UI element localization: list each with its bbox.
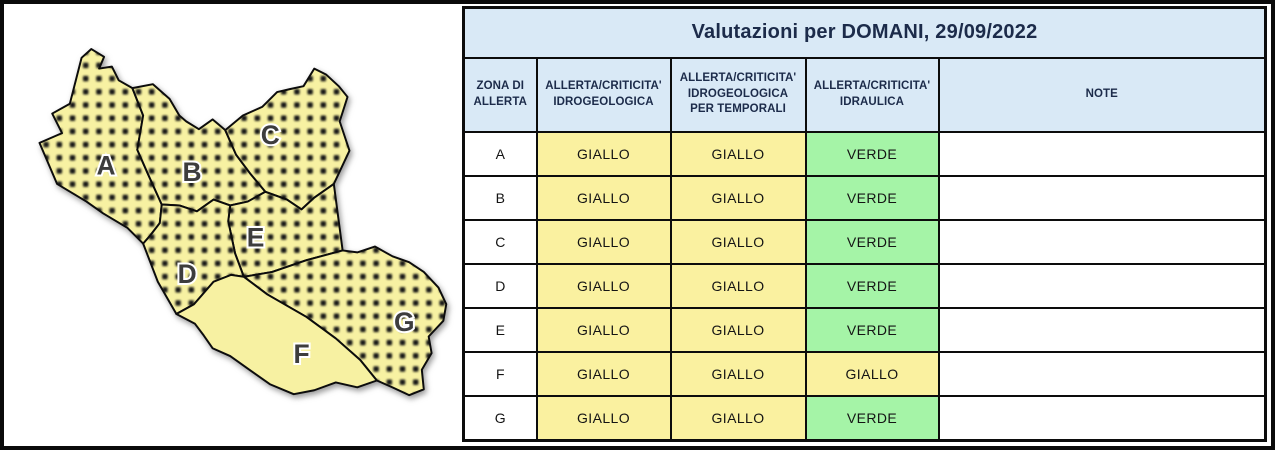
table-row: G GIALLO GIALLO VERDE [462,395,1267,442]
table-row: E GIALLO GIALLO VERDE [462,307,1267,354]
note-cell [937,218,1267,266]
note-cell [937,395,1267,442]
zone-cell: A [462,130,538,177]
alert-valutazioni-table: Valutazioni per DOMANI, 29/09/2022 ZONA … [462,6,1267,442]
lazio-alert-zones-map: A B C D E F G [12,6,464,446]
temporali-cell: GIALLO [669,218,807,266]
temporali-cell: GIALLO [669,174,807,221]
table-row: A GIALLO GIALLO VERDE [462,130,1267,177]
idraulica-cell: VERDE [804,174,940,221]
idraulica-cell: VERDE [804,263,940,310]
idrogeologica-cell: GIALLO [535,395,672,442]
idrogeologica-cell: GIALLO [535,351,672,398]
map-svg: A B C D E F G [38,48,448,397]
temporali-cell: GIALLO [669,307,807,354]
col-header-zona: ZONA DI ALLERTA [462,56,538,133]
zone-cell: E [462,307,538,354]
table-row: B GIALLO GIALLO VERDE [462,174,1267,221]
idrogeologica-cell: GIALLO [535,130,672,177]
temporali-cell: GIALLO [669,395,807,442]
zone-cell: G [462,395,538,442]
note-cell [937,307,1267,354]
temporali-cell: GIALLO [669,130,807,177]
map-zone-F [175,273,378,396]
note-cell [937,130,1267,177]
temporali-cell: GIALLO [669,351,807,398]
idrogeologica-cell: GIALLO [535,263,672,310]
zone-cell: C [462,218,538,266]
zone-cell: B [462,174,538,221]
map-zone-label-G: G [394,307,415,337]
zone-cell: D [462,263,538,310]
col-header-idrogeologica: ALLERTA/CRITICITA' IDROGEOLOGICA [535,56,672,133]
note-cell [937,174,1267,221]
table-row: C GIALLO GIALLO VERDE [462,218,1267,266]
idraulica-cell: VERDE [804,395,940,442]
temporali-cell: GIALLO [669,263,807,310]
map-zone-label-B: B [183,157,202,187]
table-title: Valutazioni per DOMANI, 29/09/2022 [462,6,1267,59]
map-zone-label-C: C [261,120,280,150]
col-header-temporali: ALLERTA/CRITICITA' IDROGEOLOGICA PER TEM… [669,56,807,133]
map-zone-label-F: F [293,339,309,369]
note-cell [937,351,1267,398]
map-zone-label-E: E [247,223,265,253]
map-zone-label-D: D [178,259,197,289]
map-zone-label-A: A [96,150,115,180]
idraulica-cell: GIALLO [804,351,940,398]
idrogeologica-cell: GIALLO [535,174,672,221]
col-header-idraulica: ALLERTA/CRITICITA' IDRAULICA [804,56,940,133]
table-row: D GIALLO GIALLO VERDE [462,263,1267,310]
idraulica-cell: VERDE [804,307,940,354]
idraulica-cell: VERDE [804,218,940,266]
zone-cell: F [462,351,538,398]
table-row: F GIALLO GIALLO GIALLO [462,351,1267,398]
col-header-note: NOTE [937,56,1267,133]
idrogeologica-cell: GIALLO [535,218,672,266]
note-cell [937,263,1267,310]
idraulica-cell: VERDE [804,130,940,177]
idrogeologica-cell: GIALLO [535,307,672,354]
